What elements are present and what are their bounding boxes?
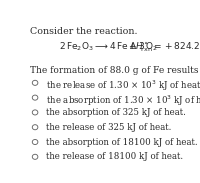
Text: the release of 325 kJ of heat.: the release of 325 kJ of heat. [46, 123, 171, 132]
Text: the absorption of 1.30 × 10$^{3}$ kJ of heat.: the absorption of 1.30 × 10$^{3}$ kJ of … [46, 93, 200, 108]
Text: the absorption of 325 kJ of heat.: the absorption of 325 kJ of heat. [46, 108, 186, 117]
Text: $\Delta H^\circ_{\!\mathrm{rxn}} = +824.2\,\mathrm{kJ}$: $\Delta H^\circ_{\!\mathrm{rxn}} = +824.… [129, 41, 200, 55]
Text: The formation of 88.0 g of Fe results in: The formation of 88.0 g of Fe results in [30, 66, 200, 75]
Text: the absorption of 18100 kJ of heat.: the absorption of 18100 kJ of heat. [46, 137, 198, 147]
Text: Consider the reaction.: Consider the reaction. [30, 27, 137, 36]
Text: the release of 18100 kJ of heat.: the release of 18100 kJ of heat. [46, 152, 183, 161]
Text: $2\,\mathrm{Fe_2O_3} \longrightarrow 4\,\mathrm{Fe} + 3\,\mathrm{O_2}$: $2\,\mathrm{Fe_2O_3} \longrightarrow 4\,… [59, 41, 158, 53]
Text: the release of 1.30 × 10$^{3}$ kJ of heat.: the release of 1.30 × 10$^{3}$ kJ of hea… [46, 78, 200, 93]
